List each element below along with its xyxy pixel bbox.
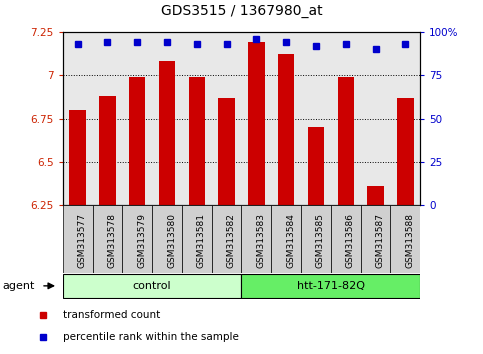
Text: GSM313584: GSM313584 — [286, 213, 295, 268]
Bar — [271, 205, 301, 273]
Text: GSM313581: GSM313581 — [197, 213, 206, 268]
Bar — [129, 77, 145, 205]
Bar — [212, 205, 242, 273]
Bar — [361, 205, 390, 273]
Bar — [189, 77, 205, 205]
Bar — [397, 98, 413, 205]
Text: transformed count: transformed count — [63, 310, 160, 320]
Bar — [122, 205, 152, 273]
Bar — [159, 61, 175, 205]
Text: GSM313577: GSM313577 — [78, 213, 86, 268]
Text: GSM313586: GSM313586 — [346, 213, 355, 268]
Bar — [152, 205, 182, 273]
Bar — [390, 205, 420, 273]
Bar — [278, 55, 294, 205]
Text: percentile rank within the sample: percentile rank within the sample — [63, 332, 239, 342]
Bar — [63, 205, 93, 273]
Text: GSM313578: GSM313578 — [108, 213, 116, 268]
Text: GDS3515 / 1367980_at: GDS3515 / 1367980_at — [161, 4, 322, 18]
Bar — [99, 96, 115, 205]
Text: agent: agent — [2, 281, 35, 291]
Bar — [63, 274, 242, 298]
Bar — [301, 205, 331, 273]
Bar — [70, 110, 86, 205]
Bar — [308, 127, 324, 205]
Text: GSM313588: GSM313588 — [405, 213, 414, 268]
Bar — [248, 42, 265, 205]
Bar — [218, 98, 235, 205]
Text: htt-171-82Q: htt-171-82Q — [297, 281, 365, 291]
Bar — [331, 205, 361, 273]
Bar — [182, 205, 212, 273]
Text: GSM313587: GSM313587 — [376, 213, 384, 268]
Bar — [93, 205, 122, 273]
Text: GSM313585: GSM313585 — [316, 213, 325, 268]
Text: GSM313583: GSM313583 — [256, 213, 265, 268]
Text: control: control — [133, 281, 171, 291]
Bar — [368, 186, 384, 205]
Bar — [338, 77, 354, 205]
Bar — [242, 274, 420, 298]
Text: GSM313582: GSM313582 — [227, 213, 236, 268]
Text: GSM313579: GSM313579 — [137, 213, 146, 268]
Bar — [242, 205, 271, 273]
Text: GSM313580: GSM313580 — [167, 213, 176, 268]
